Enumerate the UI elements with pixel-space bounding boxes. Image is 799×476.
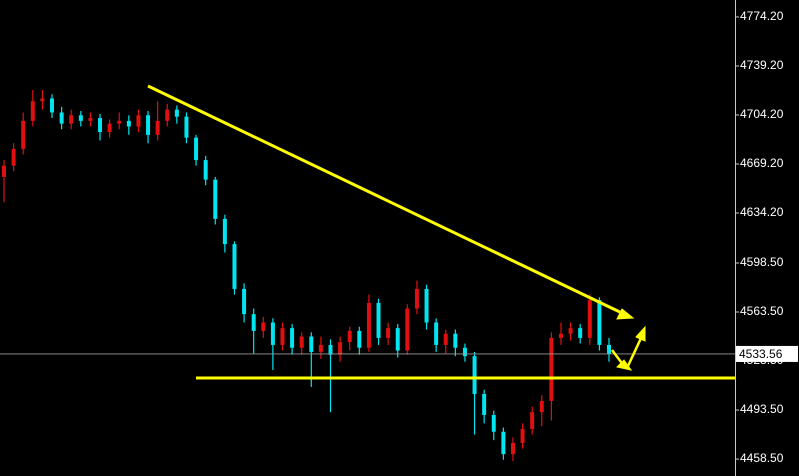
- candle-body: [261, 322, 266, 331]
- plot-area: [0, 90, 735, 462]
- candle-body: [126, 120, 131, 127]
- candle-body: [558, 333, 563, 338]
- y-tick-label: 4598.50: [740, 255, 784, 269]
- arrow-head: [616, 308, 635, 320]
- price-axis: 4774.20 4739.20 4704.20 4669.20 4634.20 4598.…: [735, 9, 798, 465]
- candle-body: [424, 288, 429, 323]
- y-tick-label: 4669.20: [740, 156, 784, 170]
- candle-body: [222, 218, 227, 245]
- candle-body: [232, 244, 237, 289]
- candle-body: [607, 344, 611, 354]
- candle-body: [520, 428, 525, 443]
- candle-body: [2, 165, 6, 177]
- candle-body: [510, 442, 515, 455]
- candle-body: [414, 288, 419, 309]
- candle-body: [328, 344, 333, 355]
- trend-line: [147, 84, 625, 316]
- arrow-head: [635, 325, 646, 342]
- candle-body: [98, 118, 103, 133]
- candle-body: [213, 179, 218, 219]
- candle-body: [405, 308, 410, 351]
- last-price-box: [736, 345, 798, 362]
- y-tick-label: 4458.50: [740, 451, 784, 465]
- y-tick-label: 4704.20: [740, 107, 784, 121]
- candle-body: [395, 328, 400, 351]
- candle-body: [587, 300, 592, 338]
- candle-body: [136, 115, 141, 127]
- candle-body: [107, 123, 112, 133]
- candle-body: [366, 302, 371, 348]
- candle-body: [462, 347, 467, 357]
- candle-body: [165, 109, 170, 121]
- candle-body: [184, 116, 189, 138]
- candle-body: [453, 333, 458, 348]
- candle-body: [357, 330, 362, 348]
- candle-body: [568, 328, 573, 334]
- candle-body: [203, 160, 208, 180]
- candle-body: [309, 336, 314, 352]
- candle-body: [11, 148, 16, 166]
- candle-body: [155, 120, 160, 135]
- candle-body: [242, 288, 247, 315]
- candle-body: [386, 328, 391, 338]
- last-price-label: 4533.56: [739, 347, 783, 361]
- candle-body: [472, 356, 477, 394]
- candle-body: [21, 120, 26, 149]
- candle-body: [318, 344, 323, 352]
- y-tick-label: 4774.20: [740, 9, 784, 23]
- candle-body: [347, 330, 352, 343]
- candle-body: [30, 101, 35, 121]
- candle-body: [78, 115, 83, 121]
- candle-body: [338, 342, 343, 355]
- candle-body: [146, 115, 151, 135]
- y-tick-label: 4739.20: [740, 58, 784, 72]
- candle-body: [40, 98, 45, 102]
- y-tick-label: 4634.20: [740, 205, 784, 219]
- candle-body: [50, 98, 55, 113]
- candle-body: [578, 328, 583, 338]
- candle-body: [434, 322, 439, 345]
- candle-body: [59, 112, 64, 124]
- candle-body: [539, 400, 544, 413]
- candle-body: [88, 118, 93, 121]
- candle-body: [69, 115, 74, 124]
- candle-body: [530, 412, 535, 429]
- arrow-head: [615, 359, 633, 371]
- annotations: [147, 84, 735, 380]
- candle-body: [280, 328, 285, 345]
- candle-body: [117, 120, 122, 124]
- y-tick-label: 4563.50: [740, 304, 784, 318]
- candle-body: [482, 393, 487, 415]
- candle-body: [376, 302, 381, 338]
- candle-body: [501, 431, 506, 455]
- arrow: [626, 335, 644, 367]
- candle-body: [443, 333, 448, 345]
- candle-body: [491, 414, 496, 432]
- candle-body: [290, 328, 295, 348]
- candle-body: [174, 109, 179, 117]
- y-tick-label: 4493.50: [740, 402, 784, 416]
- candle-body: [549, 337, 554, 401]
- candle-body: [597, 300, 602, 345]
- candle-body: [299, 336, 304, 348]
- candle-body: [270, 322, 275, 345]
- candle-body: [194, 137, 199, 161]
- candle-body: [251, 314, 256, 331]
